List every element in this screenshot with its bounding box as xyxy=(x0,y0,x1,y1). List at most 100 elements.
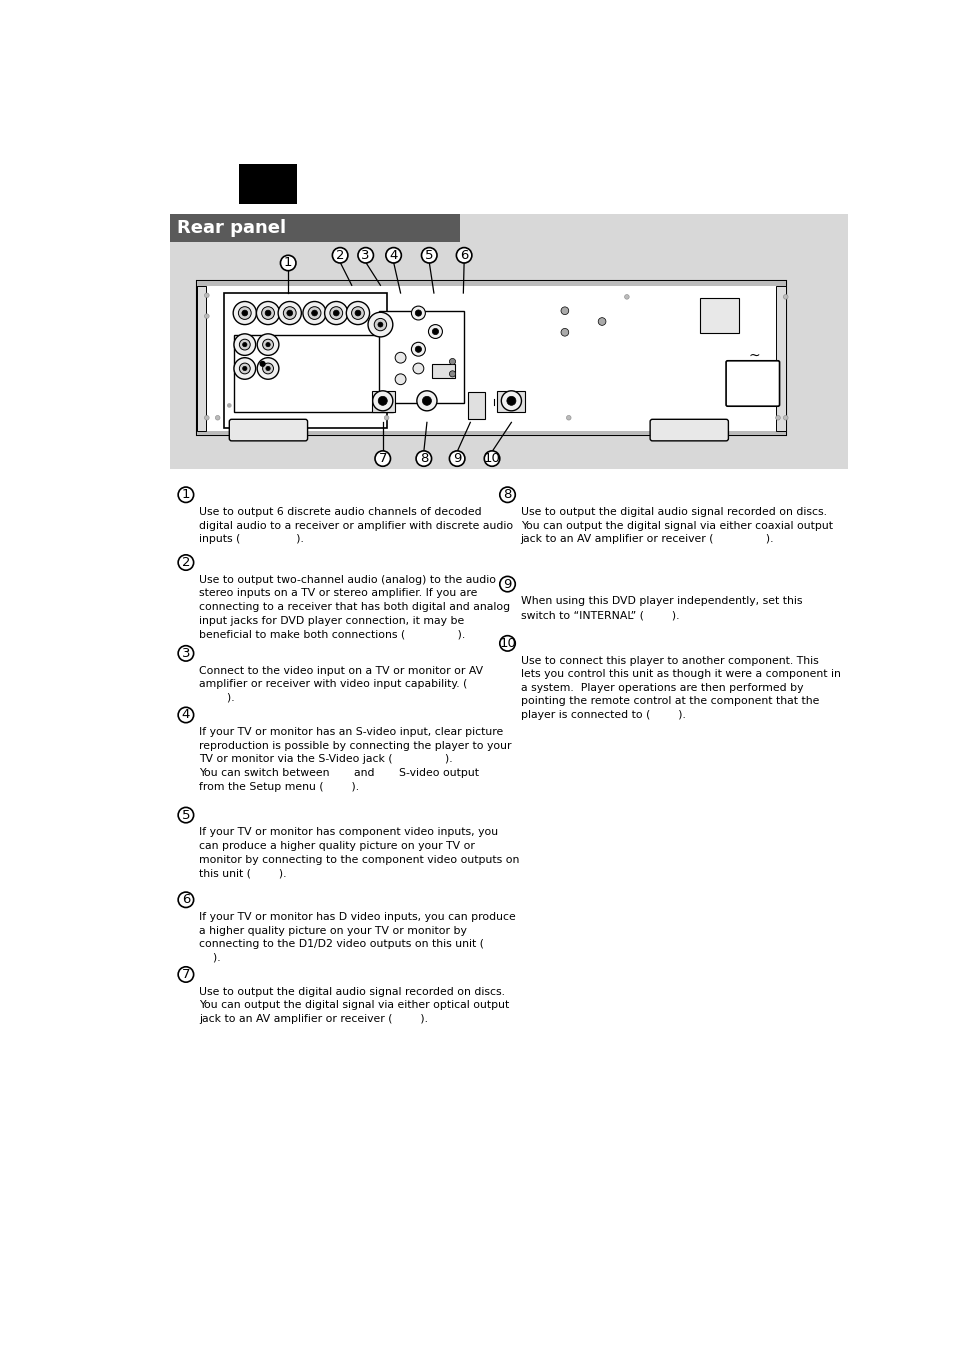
Circle shape xyxy=(261,307,274,319)
Circle shape xyxy=(266,366,270,370)
Circle shape xyxy=(377,322,382,327)
Circle shape xyxy=(395,353,406,363)
Circle shape xyxy=(259,361,266,367)
Circle shape xyxy=(204,416,209,420)
Circle shape xyxy=(499,636,515,651)
Text: 1: 1 xyxy=(181,488,190,501)
Text: 9: 9 xyxy=(453,453,461,465)
Text: 3: 3 xyxy=(181,647,190,659)
FancyBboxPatch shape xyxy=(224,293,386,428)
Text: Use to output two-channel audio (analog) to the audio
stereo inputs on a TV or s: Use to output two-channel audio (analog)… xyxy=(199,574,510,639)
Circle shape xyxy=(227,403,232,408)
FancyBboxPatch shape xyxy=(229,419,307,440)
Text: 4: 4 xyxy=(389,249,397,262)
FancyBboxPatch shape xyxy=(239,165,297,204)
Circle shape xyxy=(204,293,209,297)
FancyBboxPatch shape xyxy=(776,286,785,431)
Circle shape xyxy=(449,451,464,466)
Text: When using this DVD player independently, set this
switch to “INTERNAL” (       : When using this DVD player independently… xyxy=(520,596,801,620)
Circle shape xyxy=(560,307,568,315)
Circle shape xyxy=(368,312,393,336)
Circle shape xyxy=(456,247,472,263)
Text: 2: 2 xyxy=(335,249,344,262)
Circle shape xyxy=(499,577,515,592)
Circle shape xyxy=(373,390,393,411)
Circle shape xyxy=(239,363,250,374)
Circle shape xyxy=(374,319,386,331)
Circle shape xyxy=(598,317,605,326)
Circle shape xyxy=(239,339,250,350)
Circle shape xyxy=(178,708,193,723)
Text: 7: 7 xyxy=(378,453,387,465)
Circle shape xyxy=(332,247,348,263)
Text: 6: 6 xyxy=(181,893,190,907)
Circle shape xyxy=(357,247,373,263)
Circle shape xyxy=(233,334,255,355)
Circle shape xyxy=(432,328,438,335)
Circle shape xyxy=(280,255,295,270)
Circle shape xyxy=(178,646,193,661)
Circle shape xyxy=(178,555,193,570)
Circle shape xyxy=(413,363,423,374)
FancyBboxPatch shape xyxy=(431,363,455,378)
FancyBboxPatch shape xyxy=(468,392,484,419)
Circle shape xyxy=(506,396,516,405)
Circle shape xyxy=(178,808,193,823)
Circle shape xyxy=(449,370,456,377)
Circle shape xyxy=(266,342,270,347)
Circle shape xyxy=(416,390,436,411)
Circle shape xyxy=(257,358,278,380)
Circle shape xyxy=(330,307,342,319)
Text: 8: 8 xyxy=(419,453,428,465)
Text: Use to connect this player to another component. This
lets you control this unit: Use to connect this player to another co… xyxy=(520,655,840,720)
Circle shape xyxy=(624,295,629,299)
Text: 1: 1 xyxy=(284,257,293,269)
Circle shape xyxy=(415,346,421,353)
FancyBboxPatch shape xyxy=(170,215,459,242)
FancyBboxPatch shape xyxy=(196,281,785,286)
FancyBboxPatch shape xyxy=(372,390,395,412)
Text: Connect to the video input on a TV or monitor or AV
amplifier or receiver with v: Connect to the video input on a TV or mo… xyxy=(199,666,482,703)
Text: 5: 5 xyxy=(181,809,190,821)
Circle shape xyxy=(355,311,360,316)
Circle shape xyxy=(411,342,425,357)
Circle shape xyxy=(421,247,436,263)
Circle shape xyxy=(178,967,193,982)
Text: Use to output 6 discrete audio channels of decoded
digital audio to a receiver o: Use to output 6 discrete audio channels … xyxy=(199,507,513,544)
Circle shape xyxy=(416,451,431,466)
Circle shape xyxy=(449,358,456,365)
Circle shape xyxy=(375,451,390,466)
Circle shape xyxy=(395,374,406,385)
Text: Use to output the digital audio signal recorded on discs.
You can output the dig: Use to output the digital audio signal r… xyxy=(520,507,832,544)
Circle shape xyxy=(499,488,515,503)
Circle shape xyxy=(262,363,274,374)
FancyBboxPatch shape xyxy=(378,311,464,403)
Text: 4: 4 xyxy=(181,708,190,721)
Text: Rear panel: Rear panel xyxy=(177,219,286,238)
Text: 10: 10 xyxy=(483,453,500,465)
Circle shape xyxy=(242,366,247,370)
Text: If your TV or monitor has D video inputs, you can produce
a higher quality pictu: If your TV or monitor has D video inputs… xyxy=(199,912,516,963)
Circle shape xyxy=(782,295,787,299)
Text: If your TV or monitor has an S-video input, clear picture
reproduction is possib: If your TV or monitor has an S-video inp… xyxy=(199,727,511,792)
Circle shape xyxy=(178,488,193,503)
Text: 8: 8 xyxy=(503,488,511,501)
Circle shape xyxy=(415,309,421,316)
FancyBboxPatch shape xyxy=(196,431,785,435)
FancyBboxPatch shape xyxy=(196,281,785,435)
Text: If your TV or monitor has component video inputs, you
can produce a higher quali: If your TV or monitor has component vide… xyxy=(199,827,518,878)
Text: 2: 2 xyxy=(181,557,190,569)
Circle shape xyxy=(233,301,256,324)
Circle shape xyxy=(262,339,274,350)
Circle shape xyxy=(178,892,193,908)
Text: 6: 6 xyxy=(459,249,468,262)
Circle shape xyxy=(560,328,568,336)
Circle shape xyxy=(204,313,209,319)
FancyBboxPatch shape xyxy=(700,299,739,334)
FancyBboxPatch shape xyxy=(649,419,728,440)
Circle shape xyxy=(782,416,787,420)
Circle shape xyxy=(242,342,247,347)
Circle shape xyxy=(283,307,295,319)
Text: 5: 5 xyxy=(424,249,433,262)
Circle shape xyxy=(352,307,364,319)
